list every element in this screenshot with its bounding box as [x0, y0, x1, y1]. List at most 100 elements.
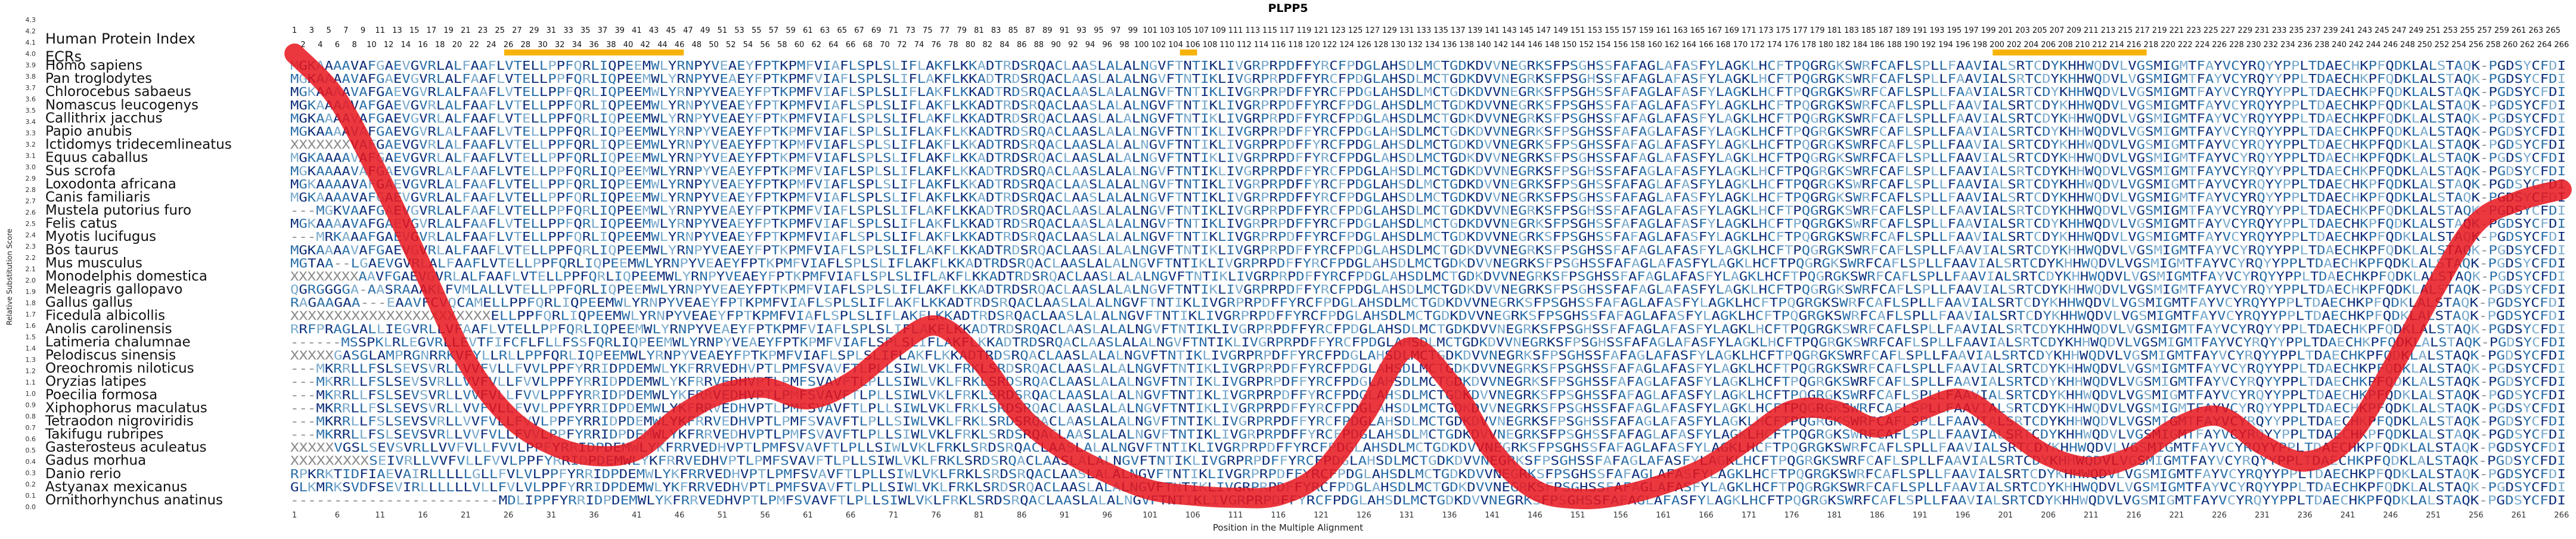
- alignment-segment: RC: [1321, 124, 1338, 138]
- alignment-segment: FA: [1613, 151, 1630, 165]
- index-label: 208: [2058, 41, 2073, 49]
- alignment-segment: L: [660, 243, 668, 257]
- alignment-segment: A: [977, 190, 986, 205]
- alignment-segment: CH: [2344, 269, 2361, 283]
- alignment-segment: D: [1011, 98, 1020, 112]
- alignment-segment: A: [479, 203, 488, 218]
- alignment-segment: L: [660, 190, 668, 205]
- alignment-segment: L: [1363, 256, 1372, 270]
- alignment-segment: D: [1004, 335, 1012, 349]
- alignment-segment: S: [1020, 72, 1029, 86]
- alignment-segment: GR: [1810, 190, 1828, 205]
- y-tick-label: 0.2: [26, 481, 36, 488]
- alignment-segment: R: [544, 296, 554, 310]
- alignment-segment: R: [582, 230, 592, 244]
- alignment-segment: IF: [900, 111, 917, 125]
- alignment-segment: L: [1218, 151, 1226, 165]
- alignment-segment: L: [861, 256, 870, 270]
- alignment-segment: -: [2480, 58, 2488, 73]
- index-label: 263: [2528, 26, 2543, 35]
- alignment-segment: G: [1647, 124, 1655, 138]
- alignment-segment: T: [2308, 111, 2317, 125]
- alignment-segment: L: [1946, 335, 1954, 349]
- alignment-segment: A: [2204, 322, 2212, 336]
- index-label: 259: [2494, 26, 2509, 35]
- alignment-segment: R: [1848, 296, 1858, 310]
- alignment-segment: RL: [582, 151, 600, 165]
- alignment-segment: LI: [865, 309, 883, 323]
- alignment-segment: YR: [1312, 85, 1330, 99]
- alignment-segment: N: [656, 309, 665, 323]
- alignment-segment: C: [2231, 283, 2239, 297]
- index-label: 87: [1025, 26, 1035, 35]
- index-label: 142: [1494, 41, 1509, 49]
- alignment-segment: G: [1243, 85, 1252, 99]
- alignment-segment: DS: [1011, 283, 1029, 297]
- index-label: 264: [2537, 41, 2552, 49]
- alignment-segment: P: [865, 164, 874, 178]
- alignment-segment: R: [1321, 138, 1330, 152]
- alignment-segment: D: [1466, 269, 1475, 283]
- index-label: 72: [897, 41, 907, 49]
- alignment-segment: S: [2008, 283, 2016, 297]
- alignment-segment: E: [719, 164, 728, 178]
- alignment-segment: K: [972, 269, 980, 283]
- index-label: 7: [343, 26, 348, 35]
- alignment-segment: E: [1506, 322, 1514, 336]
- alignment-segment: F: [1896, 243, 1904, 257]
- alignment-segment: H: [1389, 138, 1398, 152]
- alignment-segment: L: [1931, 177, 1939, 191]
- alignment-segment: KL: [1209, 190, 1227, 205]
- alignment-segment: L: [848, 98, 856, 112]
- alignment-segment: E: [2334, 164, 2342, 178]
- alignment-segment: NE: [1501, 138, 1518, 152]
- alignment-segment: A: [1080, 230, 1088, 244]
- alignment-segment: G: [1149, 72, 1157, 86]
- alignment-segment: F: [1870, 58, 1879, 73]
- alignment-segment: LP: [539, 111, 557, 125]
- alignment-segment: P: [789, 138, 797, 152]
- alignment-segment: AL: [1991, 72, 2008, 86]
- alignment-segment: A: [325, 58, 333, 73]
- alignment-segment: K: [960, 177, 969, 191]
- alignment-segment: D: [2319, 269, 2327, 283]
- alignment-segment: L: [892, 177, 900, 191]
- alignment-segment: F: [1948, 243, 1956, 257]
- alignment-segment: I: [600, 124, 608, 138]
- alignment-segment: GD: [2497, 216, 2515, 231]
- alignment-segment: E: [2336, 269, 2344, 283]
- alignment-segment: F: [2196, 85, 2205, 99]
- alignment-segment: Y: [2214, 190, 2222, 205]
- index-label: 227: [2221, 26, 2236, 35]
- alignment-segment: D: [2391, 296, 2400, 310]
- alignment-segment: MC: [1415, 256, 1432, 270]
- alignment-segment: S: [2437, 203, 2445, 218]
- alignment-segment: PS: [1561, 72, 1578, 86]
- alignment-segment: D: [2102, 216, 2111, 231]
- alignment-segment: S: [1913, 283, 1922, 297]
- alignment-segment: D: [2317, 216, 2325, 231]
- alignment-segment: N: [1156, 335, 1165, 349]
- alignment-segment: H: [2068, 111, 2076, 125]
- alignment-segment: A: [926, 216, 934, 231]
- alignment-segment: V: [1973, 138, 1982, 152]
- alignment-segment: R: [1316, 322, 1326, 336]
- y-tick-label: 2.8: [26, 186, 36, 194]
- alignment-segment: AD: [946, 296, 964, 310]
- alignment-segment: E: [737, 98, 745, 112]
- alignment-segment: P: [616, 138, 625, 152]
- alignment-segment: A: [1106, 138, 1115, 152]
- alignment-segment: L: [2119, 216, 2128, 231]
- alignment-segment: A: [1664, 203, 1672, 218]
- index-label: 104: [1168, 41, 1183, 49]
- alignment-segment: Y: [746, 72, 754, 86]
- alignment-segment: MF: [797, 216, 814, 231]
- alignment-segment: V: [2119, 296, 2128, 310]
- alignment-segment: P: [1922, 203, 1930, 218]
- alignment-segment: S: [1544, 151, 1553, 165]
- alignment-segment: R: [1527, 124, 1537, 138]
- alignment-segment: K: [935, 230, 943, 244]
- alignment-segment: A: [299, 296, 308, 310]
- alignment-segment: R: [575, 322, 584, 336]
- alignment-segment: F: [768, 269, 776, 283]
